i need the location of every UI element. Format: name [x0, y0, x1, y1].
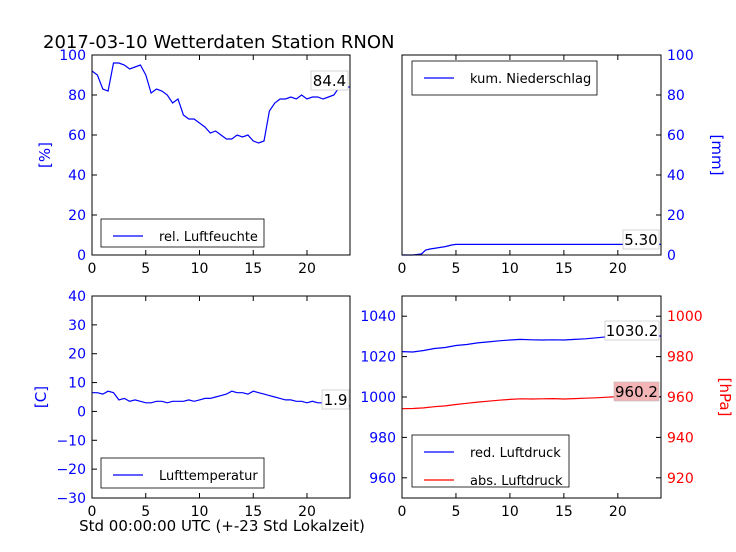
- x-tick-label: 0: [88, 504, 97, 520]
- x-tick-label: 5: [451, 504, 460, 520]
- y-tick-label: −20: [56, 462, 86, 478]
- y-tick-label: 1020: [360, 350, 396, 366]
- x-tick-label: 15: [555, 261, 573, 277]
- axes-frame: [91, 54, 351, 256]
- x-tick-label: 15: [244, 504, 262, 520]
- value-annotation-box: [321, 389, 350, 410]
- y-tick-label: 10: [68, 376, 86, 392]
- temperature-plot: 0 5 10 15 20 −30 −20 −10 0 10 20 30 40 Lufttemperatur…: [56, 289, 351, 520]
- y-tick-label: 1000: [360, 390, 396, 406]
- y-tick-label: 40: [667, 168, 685, 184]
- x-axis-label: Std 00:00:00 UTC (+-23 Std Lokalzeit): [79, 517, 365, 535]
- axes-frame: [91, 295, 351, 499]
- x-tick-label: 20: [609, 504, 627, 520]
- humidity-plot: 0 5 10 15 20 0 20 40 60 80 100 rel. Luftfeuchte 84.4: [59, 48, 351, 277]
- y-tick-label: 20: [667, 208, 685, 224]
- series-line: [402, 243, 661, 256]
- y-tick-label: 100: [667, 48, 694, 64]
- y-tick-label: 20: [68, 208, 86, 224]
- panel-humidity: 0 5 10 15 20 0 20 40 60 80 100 rel. Luftfeuchte 84.4…: [36, 48, 351, 277]
- value-annotation: 1.9: [324, 391, 348, 409]
- pressure-plot: 0 5 10 15 20 960 980 1000 1020 1040 920 940 960 980 10…: [360, 295, 703, 520]
- x-tick-label: 10: [501, 261, 519, 277]
- y-tick-label: 0: [77, 248, 86, 264]
- y-tick-label: −10: [56, 433, 86, 449]
- legend-label: rel. Luftfeuchte: [159, 230, 258, 245]
- y-tick-label: 1000: [667, 309, 703, 325]
- y-tick-label: 40: [68, 289, 86, 305]
- x-tick-label: 10: [191, 261, 209, 277]
- x-tick-label: 5: [141, 504, 150, 520]
- figure-title: 2017-03-10 Wetterdaten Station RNON: [43, 32, 394, 53]
- y-tick-label: 80: [68, 88, 86, 104]
- y-tick-label: 980: [369, 430, 396, 446]
- x-tick-label: 0: [398, 261, 407, 277]
- legend-box: [100, 457, 265, 489]
- legend-box: [100, 218, 265, 248]
- x-tick-label: 10: [501, 504, 519, 520]
- legend-box: [411, 434, 570, 488]
- value-annotation: 84.4: [313, 72, 346, 90]
- y-tick-label: −30: [56, 491, 86, 507]
- y-tick-label: 940: [667, 430, 694, 446]
- y-tick-label: 60: [68, 128, 86, 144]
- y-tick-label: 980: [667, 350, 694, 366]
- y-tick-label: 0: [667, 248, 676, 264]
- series-line: [92, 390, 350, 407]
- panel-precipitation: 0 5 10 15 20 0 20 40 60 80 100 kum. Niederschlag 5.3…: [398, 48, 726, 277]
- y-tick-label: 30: [68, 318, 86, 334]
- y-tick-label: 960: [369, 471, 396, 487]
- y-tick-label: 80: [667, 88, 685, 104]
- value-annotation: 5.30: [624, 231, 657, 249]
- value-annotation-box: [622, 229, 660, 250]
- series-line: [91, 62, 350, 144]
- legend-label: kum. Niederschlag: [470, 72, 591, 87]
- y-tick-label: 1040: [360, 309, 396, 325]
- x-tick-label: 20: [298, 504, 316, 520]
- x-tick-label: 0: [88, 261, 97, 277]
- temperature-ylabel: [C]: [32, 386, 50, 408]
- value-annotation-box: [310, 70, 349, 91]
- x-tick-label: 20: [298, 261, 316, 277]
- x-tick-label: 15: [555, 504, 573, 520]
- x-tick-label: 5: [141, 261, 150, 277]
- legend-label: Lufttemperatur: [159, 469, 258, 484]
- panel-pressure: 0 5 10 15 20 960 980 1000 1020 1040 920 940 960 980 10…: [360, 295, 734, 520]
- x-tick-label: 15: [244, 261, 262, 277]
- x-tick-label: 5: [451, 261, 460, 277]
- x-tick-label: 10: [191, 504, 209, 520]
- x-tick-label: 0: [398, 504, 407, 520]
- x-tick-label: 20: [609, 261, 627, 277]
- precipitation-plot: 0 5 10 15 20 0 20 40 60 80 100 kum. Niederschlag 5.3…: [398, 48, 694, 277]
- panel-temperature: 0 5 10 15 20 −30 −20 −10 0 10 20 30 40 Lufttemperatur…: [32, 289, 351, 520]
- y-tick-label: 100: [59, 48, 86, 64]
- y-tick-label: 920: [667, 471, 694, 487]
- legend-label: abs. Luftdruck: [470, 474, 563, 489]
- y-tick-label: 40: [68, 168, 86, 184]
- value-annotation-box: [604, 320, 660, 341]
- value-annotation: 1030.2: [606, 322, 659, 340]
- y-tick-label: 20: [68, 347, 86, 363]
- precipitation-ylabel: [mm]: [708, 135, 726, 176]
- value-annotation: 960.2: [615, 383, 658, 401]
- axes-frame: [401, 54, 662, 256]
- y-tick-label: 0: [77, 404, 86, 420]
- humidity-ylabel: [%]: [36, 142, 54, 168]
- pressure-ylabel: [hPa]: [716, 378, 734, 417]
- legend-label: red. Luftdruck: [470, 446, 561, 461]
- value-annotation-box: [613, 381, 660, 402]
- y-tick-label: 60: [667, 128, 685, 144]
- y-tick-label: 960: [667, 390, 694, 406]
